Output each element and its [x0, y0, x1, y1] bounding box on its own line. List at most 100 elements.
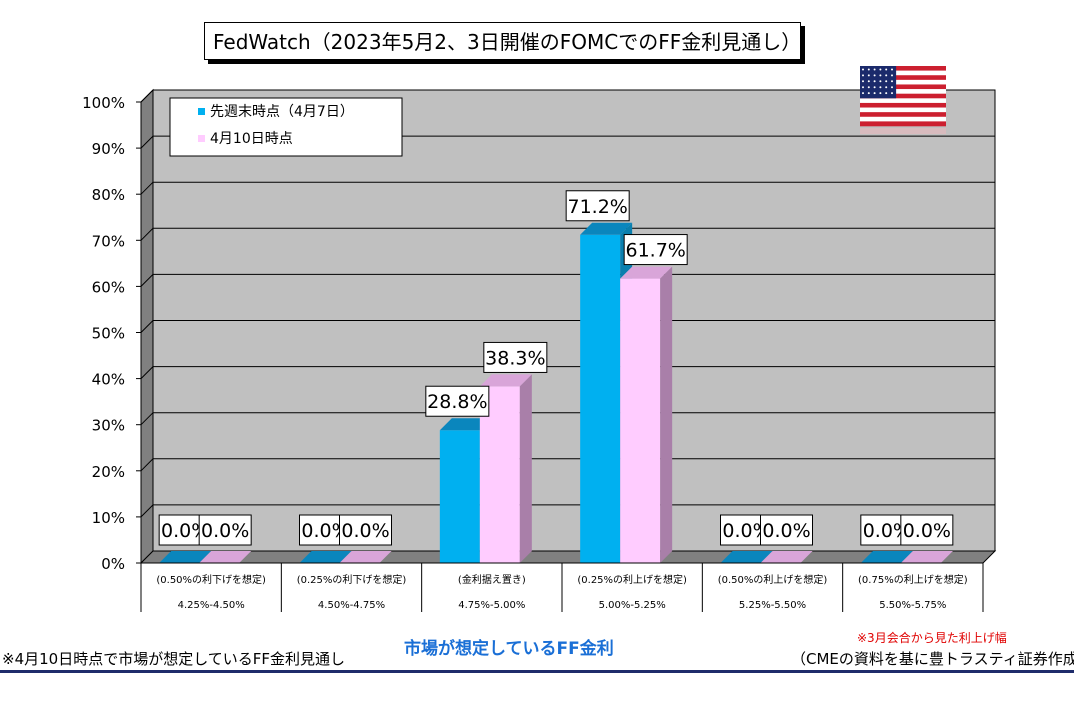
gridline — [140, 458, 995, 472]
bar-top — [479, 374, 532, 387]
legend-box — [169, 97, 403, 157]
flag-star — [867, 74, 870, 77]
gridline — [140, 320, 995, 333]
x-tick-range-label: 4.75%-5.00% — [458, 600, 525, 611]
bar-top — [580, 222, 633, 235]
flag-star — [873, 86, 876, 89]
bar-top — [760, 551, 813, 563]
flag-star — [891, 74, 893, 77]
gridline — [140, 89, 995, 103]
data-label: 0.0% — [201, 520, 249, 542]
footnote-red: ※3月会合から見た利上げ幅 — [857, 631, 1007, 645]
y-tick-label: 30% — [92, 417, 125, 435]
data-label-box — [900, 514, 954, 546]
data-label: 0.0% — [762, 520, 810, 542]
flag-star — [862, 86, 864, 89]
flag-star — [885, 80, 888, 83]
data-label-box — [425, 385, 490, 417]
bar-top — [900, 551, 953, 563]
gridline — [140, 504, 995, 518]
flag-reflection — [860, 128, 946, 134]
bar — [620, 278, 661, 563]
bar-top — [159, 551, 212, 563]
flag-stripe — [860, 89, 946, 94]
gridline — [140, 181, 995, 195]
flag-star — [885, 86, 888, 89]
x-tick-label: (0.25%の利上げを想定) — [577, 573, 687, 586]
y-tick-label: 90% — [92, 140, 125, 158]
flag-star — [879, 92, 882, 95]
data-label: 28.8% — [427, 391, 487, 413]
x-axis-title: 市場が想定しているFF金利 — [404, 639, 614, 659]
flag-stripe — [860, 102, 946, 108]
flag-star — [879, 74, 882, 77]
x-tick-range-label: 5.00%-5.25% — [599, 600, 666, 611]
bar-top — [299, 551, 352, 563]
flag-stripe — [860, 93, 946, 99]
flag-stripe — [860, 79, 946, 85]
source-note: （CMEの資料を基に豊トラスティ証券作成） — [791, 650, 1074, 668]
x-tick-label: (0.50%の利下げを想定) — [156, 573, 266, 586]
flag-star — [862, 68, 864, 71]
data-label: 0.0% — [301, 520, 349, 542]
data-label: 61.7% — [625, 240, 685, 262]
chart-title: FedWatch（2023年5月2、3日開催のFOMCでのFF金利見通し） — [204, 22, 801, 60]
data-label-box — [623, 234, 688, 266]
gridline — [140, 412, 995, 426]
x-tick-label: (金利据え置き) — [458, 573, 526, 586]
flag-star — [891, 86, 893, 89]
flag-star — [867, 92, 870, 95]
x-tick-range-label: 4.25%-4.50% — [178, 600, 245, 611]
data-label: 71.2% — [567, 196, 627, 218]
data-label-box — [760, 514, 813, 546]
flag-stripe — [860, 107, 946, 113]
y-tick-label: 70% — [92, 232, 125, 250]
flag-stripe — [860, 121, 946, 127]
gridline — [140, 135, 995, 149]
bar-top — [199, 551, 252, 563]
y-tick-label: 50% — [92, 325, 125, 343]
flag-star — [873, 80, 876, 83]
flag-star — [867, 80, 870, 83]
legend-label: 4月10日時点 — [210, 131, 293, 147]
flag-star — [891, 68, 893, 71]
flag-stripe — [860, 116, 946, 122]
flag-star — [879, 68, 882, 71]
bar-side — [519, 374, 532, 563]
legend-swatch — [198, 108, 205, 115]
x-tick-range-label: 5.50%-5.75% — [879, 600, 946, 611]
x-tick-label: (0.25%の利下げを想定) — [297, 573, 407, 586]
data-label-box — [339, 514, 392, 546]
legend-label: 先週末時点（4月7日） — [210, 104, 354, 120]
flag-star — [879, 80, 882, 83]
y-tick-label: 40% — [92, 371, 125, 389]
data-label: 0.0% — [161, 520, 209, 542]
flag-star — [862, 74, 864, 77]
data-label: 38.3% — [485, 347, 545, 369]
x-tick-label: (0.75%の利上げを想定) — [858, 573, 968, 586]
y-tick-label: 10% — [92, 509, 125, 527]
data-label: 0.0% — [863, 520, 911, 542]
flag-star — [873, 74, 876, 77]
flag-star — [885, 74, 888, 77]
flag-canton — [860, 66, 897, 99]
gridline — [140, 273, 995, 287]
bottom-rule — [0, 670, 1074, 673]
bar-top — [860, 551, 913, 563]
flag-star — [885, 92, 888, 95]
data-label-box — [483, 341, 548, 373]
footnote-left: ※4月10日時点で市場が想定しているFF金利見通し — [2, 650, 346, 668]
flag-star — [891, 92, 893, 95]
flag-stripe — [860, 66, 946, 71]
flag-stripe — [860, 112, 946, 118]
flag-star — [891, 80, 893, 83]
bar-top — [439, 418, 492, 431]
bar-top — [339, 551, 392, 563]
flag-stripe — [860, 98, 946, 104]
bar — [580, 234, 621, 563]
x-tick-label: (0.50%の利上げを想定) — [718, 573, 828, 586]
flag-stripe — [860, 84, 946, 90]
bar-side — [660, 266, 673, 563]
data-label: 0.0% — [722, 520, 770, 542]
